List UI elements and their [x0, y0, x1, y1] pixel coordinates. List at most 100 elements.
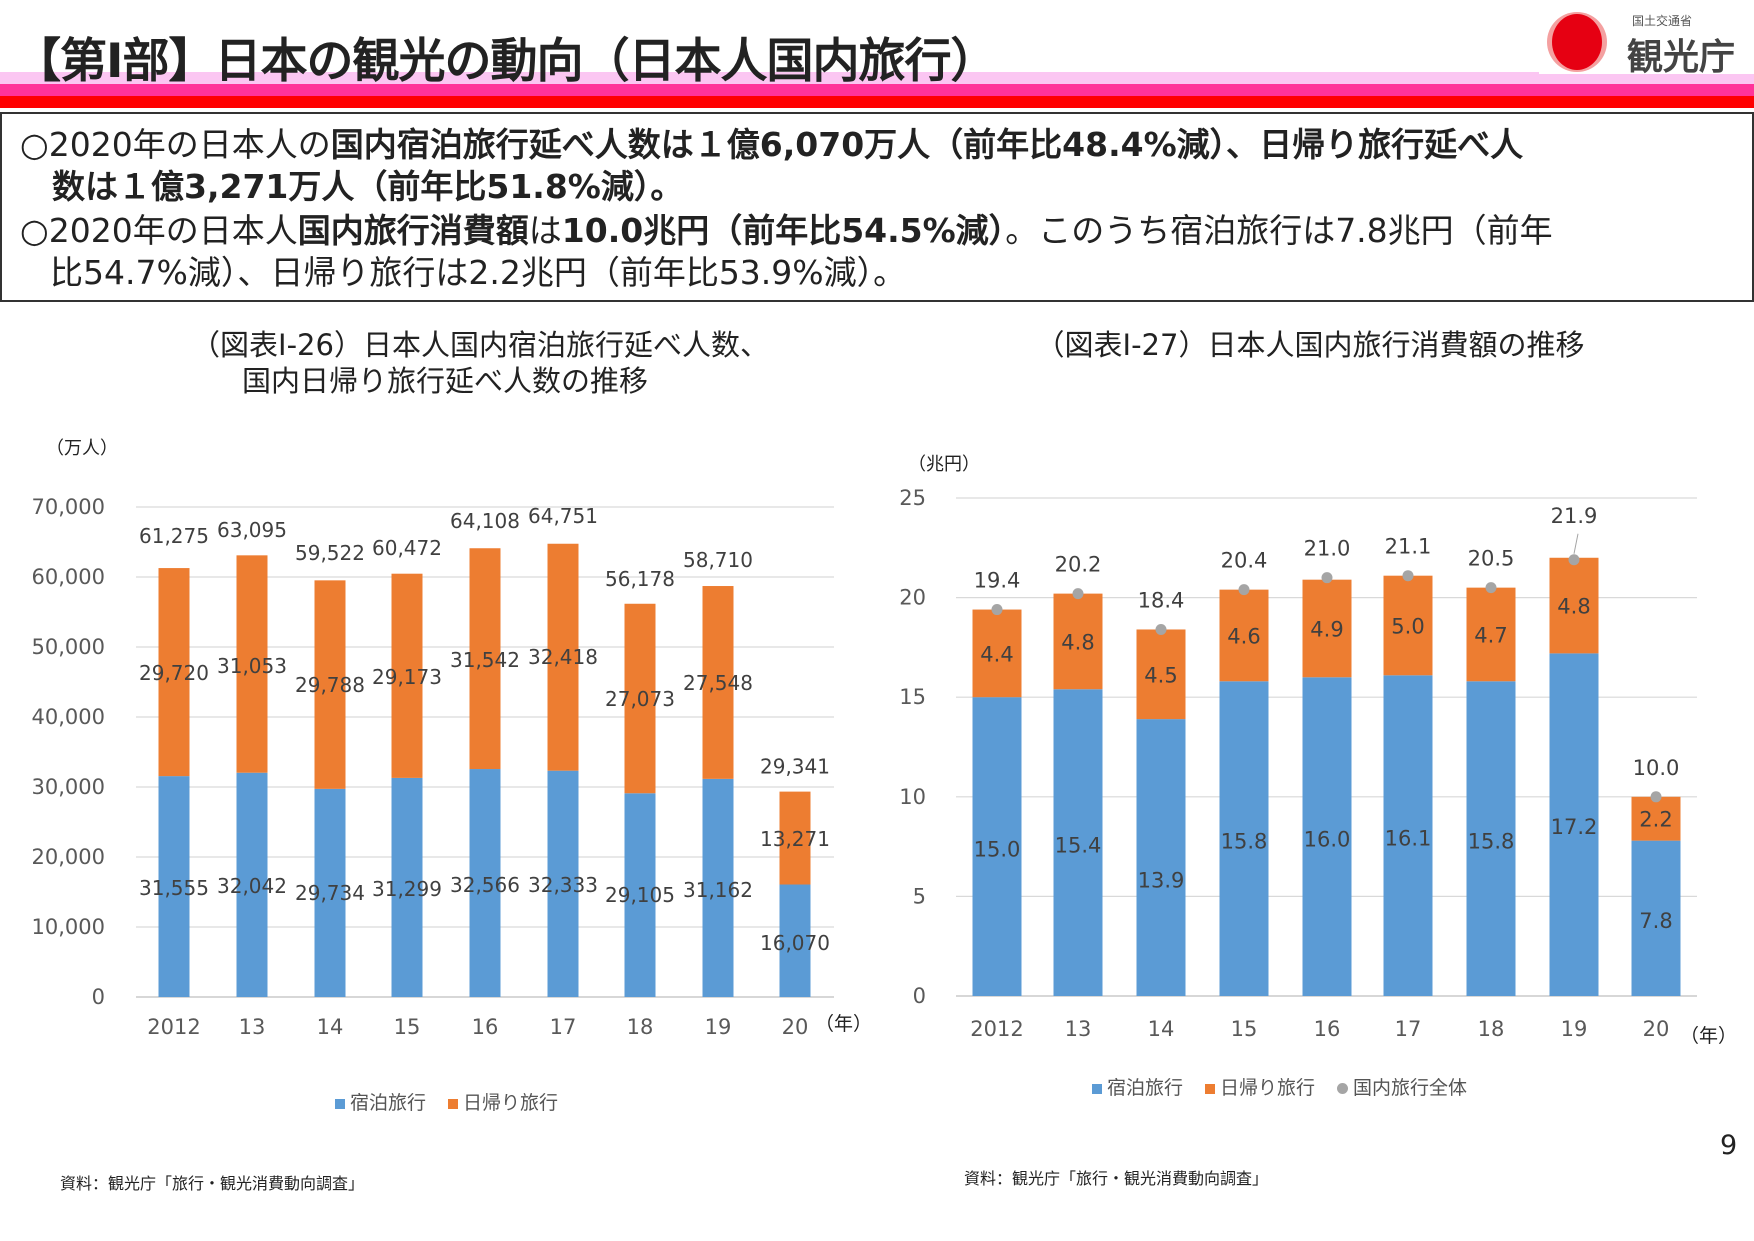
y-tick-label: 50,000 [32, 635, 105, 659]
summary-box: ○2020年の日本人の国内宿泊旅行延べ人数は１億6,070万人（前年比48.4%… [0, 112, 1754, 302]
total-marker [1238, 584, 1250, 596]
bar-stay [1466, 681, 1516, 996]
bar-day [972, 609, 1022, 698]
total-marker [1650, 791, 1662, 803]
day-value-label: 29,788 [295, 673, 365, 697]
logo-ministry: 国土交通省 [1632, 14, 1693, 28]
chart1-source: 資料：観光庁「旅行・観光消費動向調査」 [60, 1174, 365, 1193]
total-label: 29,341 [760, 755, 830, 779]
x-tick-label: 14 [317, 1015, 344, 1039]
total-label: 60,472 [372, 536, 442, 560]
y-tick-label: 60,000 [32, 565, 105, 589]
stay-value-label: 31,555 [139, 876, 209, 900]
chart1-y-unit: （万人） [46, 438, 118, 459]
y-tick-label: 5 [913, 884, 926, 908]
stay-value-label: 15.8 [1221, 830, 1268, 854]
day-value-label: 13,271 [760, 827, 830, 851]
bar-day [236, 555, 268, 773]
stay-value-label: 32,333 [528, 873, 598, 897]
x-tick-label: 20 [1643, 1017, 1670, 1041]
agency-logo: 国土交通省 観光庁 [1539, 4, 1754, 78]
y-tick-label: 10 [899, 785, 926, 809]
legend-item-stay: 宿泊旅行 [335, 1088, 426, 1115]
chart1-title-line1: （図表Ⅰ-26）日本人国内宿泊旅行延べ人数、 [191, 328, 769, 362]
day-value-label: 4.8 [1557, 595, 1590, 619]
bar-stay [1136, 719, 1186, 996]
stay-value-label: 16.0 [1304, 828, 1351, 852]
bar-stay [158, 776, 190, 997]
summary-emphasis: 国内宿泊旅行延べ人数は１億6,070万人（前年比48.4%減）、日帰り旅行延べ人 [330, 125, 1524, 164]
stay-value-label: 16,070 [760, 931, 830, 955]
day-value-label: 2.2 [1639, 808, 1672, 832]
day-value-label: 27,548 [683, 671, 753, 695]
total-label: 21.1 [1385, 535, 1432, 559]
total-marker [1155, 623, 1167, 635]
total-marker [1321, 572, 1333, 584]
y-tick-label: 30,000 [32, 775, 105, 799]
summary-line-1: ○2020年の日本人の国内宿泊旅行延べ人数は１億6,070万人（前年比48.4%… [20, 118, 1523, 166]
day-value-label: 5.0 [1391, 614, 1424, 638]
total-label: 61,275 [139, 524, 209, 548]
x-tick-label: 16 [472, 1015, 499, 1039]
bar-day [158, 568, 190, 777]
day-value-label: 4.9 [1310, 617, 1343, 641]
chart1-svg: 0 10,000 20,000 30,000 40,000 50,000 60,000 70,… [32, 495, 873, 1039]
stay-value-label: 15.8 [1468, 830, 1515, 854]
stay-value-label: 15.4 [1055, 834, 1102, 858]
stay-value-label: 16.1 [1385, 827, 1432, 851]
summary-emphasis: 数は１億3,271万人（前年比51.8%減）。 [52, 167, 684, 206]
bar-stay [1302, 677, 1352, 996]
page-title: 【第Ⅰ部】日本の観光の動向（日本人国内旅行） [14, 34, 997, 89]
total-label: 10.0 [1633, 756, 1680, 780]
total-label: 21.9 [1551, 504, 1598, 528]
x-tick-label: 13 [1065, 1017, 1092, 1041]
bar-stay [624, 793, 656, 997]
x-tick-label: 17 [1395, 1017, 1422, 1041]
y-tick-label: 15 [899, 685, 926, 709]
bar-stay [1631, 840, 1681, 996]
summary-text: 。このうち宿泊旅行は7.8兆円（前年 [1005, 211, 1553, 250]
chart2-title: （図表Ⅰ-27）日本人国内旅行消費額の推移 [1035, 328, 1585, 362]
total-marker [991, 604, 1003, 616]
y-tick-label: 40,000 [32, 705, 105, 729]
bar-day [314, 580, 346, 789]
x-axis-unit: （年） [815, 1013, 872, 1035]
bar-stay [702, 778, 734, 997]
stay-value-label: 32,566 [450, 873, 520, 897]
x-tick-label: 15 [1231, 1017, 1258, 1041]
y-tick-label: 20,000 [32, 845, 105, 869]
day-value-label: 4.8 [1061, 630, 1094, 654]
total-marker [1568, 554, 1580, 566]
bar-stay [972, 697, 1022, 996]
stay-value-label: 15.0 [974, 838, 1021, 862]
header-band-red [0, 96, 1754, 108]
y-tick-label: 20 [899, 586, 926, 610]
legend-item-day: 日帰り旅行 [1205, 1073, 1315, 1100]
x-tick-label: 2012 [970, 1017, 1023, 1041]
x-axis-unit: （年） [1680, 1025, 1737, 1047]
chart1-legend: 宿泊旅行 日帰り旅行 [335, 1088, 558, 1115]
bar-day [1053, 593, 1103, 690]
bar-day [547, 543, 579, 771]
total-marker [1072, 588, 1084, 600]
total-marker [1402, 570, 1414, 582]
bar-day [624, 603, 656, 794]
stay-value-label: 32,042 [217, 874, 287, 898]
x-tick-label: 18 [627, 1015, 654, 1039]
chart2-y-unit: （兆円） [908, 454, 980, 475]
summary-text: 比54.7%減）、日帰り旅行は2.2兆円（前年比53.9%減）。 [50, 253, 907, 292]
total-label: 20.2 [1055, 553, 1102, 577]
day-value-label: 29,720 [139, 661, 209, 685]
day-value-label: 31,053 [217, 654, 287, 678]
page-number: 9 [1720, 1130, 1738, 1161]
total-label: 63,095 [217, 518, 287, 542]
header-band-magenta [0, 84, 1754, 96]
total-label: 18.4 [1138, 588, 1185, 612]
summary-text: ○2020年の日本人 [20, 211, 298, 250]
y-tick-label: 0 [913, 984, 926, 1008]
bar-stay [391, 777, 423, 997]
x-tick-label: 16 [1314, 1017, 1341, 1041]
stay-value-label: 31,162 [683, 878, 753, 902]
x-tick-label: 20 [782, 1015, 809, 1039]
bar-day [1302, 579, 1352, 678]
